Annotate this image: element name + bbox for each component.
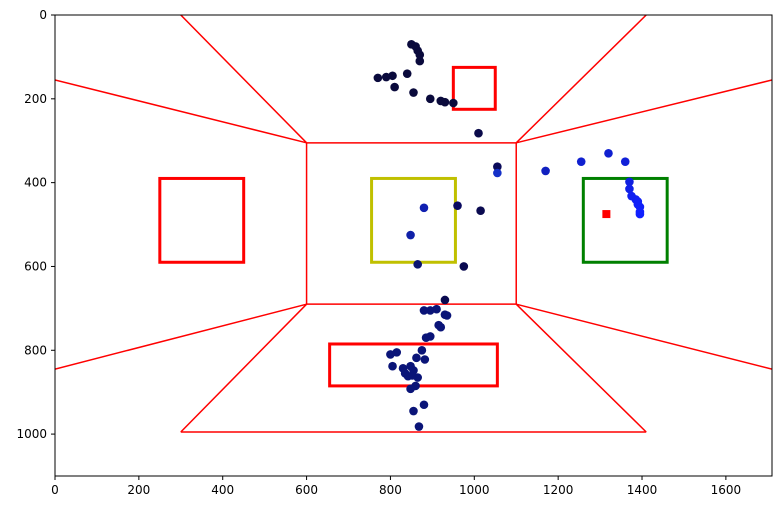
room-line	[516, 79, 772, 144]
scatter-point	[409, 88, 418, 97]
y-tick-label: 800	[24, 343, 47, 357]
scatter-point	[412, 353, 421, 363]
scatter-point	[419, 203, 429, 213]
scatter-point	[474, 128, 483, 138]
room-lines	[55, 15, 772, 433]
scatter-point	[373, 73, 383, 83]
plot-frame	[54, 14, 773, 477]
scatter-point	[419, 400, 429, 410]
y-axis: 0 200 400 600 800 1000	[16, 8, 55, 441]
scatter-point	[425, 94, 435, 104]
scatter-point	[419, 306, 429, 315]
x-tick-label: 1600	[711, 483, 742, 497]
scatter-point	[415, 50, 425, 60]
target-marker-group	[602, 210, 611, 219]
scatter-point	[440, 295, 450, 305]
scatter-point	[414, 422, 424, 431]
room-line	[55, 303, 307, 370]
scatter-point	[386, 350, 395, 359]
room-line	[515, 15, 647, 144]
scatter-point	[459, 262, 469, 271]
scatter-point	[415, 56, 425, 66]
x-tick-label: 1200	[543, 483, 574, 497]
scatter-point	[390, 82, 399, 92]
y-tick-label: 0	[39, 8, 47, 22]
y-tick-label: 600	[24, 259, 47, 273]
room-line	[515, 303, 647, 433]
scatter-point	[493, 168, 502, 178]
target-box	[451, 65, 497, 111]
scatter-point	[436, 322, 446, 332]
target-box	[370, 176, 457, 264]
scatter-point	[620, 157, 630, 166]
target-box	[581, 176, 669, 264]
scatter-point	[406, 384, 415, 394]
x-tick-label: 600	[295, 483, 318, 497]
scatter-point	[493, 162, 502, 172]
scatter-point	[635, 209, 645, 219]
scatter-point	[449, 98, 458, 108]
x-tick-label: 1000	[459, 483, 490, 497]
scatter-point	[541, 166, 550, 176]
y-tick-label: 1000	[16, 427, 47, 441]
scatter-point	[442, 311, 452, 320]
x-tick-label: 400	[211, 483, 234, 497]
scatter-point	[604, 149, 613, 158]
x-tick-label: 0	[51, 483, 59, 497]
room-line	[516, 303, 772, 370]
data-points	[373, 40, 645, 431]
x-tick-label: 1400	[627, 483, 658, 497]
room-line	[55, 79, 307, 144]
x-tick-label: 800	[379, 483, 402, 497]
room-line	[180, 303, 308, 433]
x-axis: 0 200 400 600 800 1000 1200 1400 1600	[51, 476, 741, 497]
scatter-point	[406, 230, 415, 240]
scatter-point	[576, 157, 586, 166]
scatter-point	[440, 97, 450, 107]
scatter-point	[402, 69, 412, 78]
scatter-point	[421, 333, 431, 343]
scatter-point	[633, 200, 643, 209]
scatter-point	[381, 72, 391, 82]
scatter-point	[413, 260, 422, 269]
y-tick-label: 200	[24, 92, 47, 106]
target-box	[158, 176, 246, 264]
scatter-point	[476, 206, 485, 216]
scatter-point	[420, 355, 430, 364]
y-tick-label: 400	[24, 176, 47, 190]
target-boxes	[158, 65, 669, 388]
scatter-point	[388, 361, 397, 371]
room-line	[180, 15, 308, 144]
scatter-point	[625, 177, 634, 187]
scatter-point	[417, 345, 427, 355]
x-tick-label: 200	[127, 483, 150, 497]
scatter-point	[432, 304, 441, 314]
scatter-point	[453, 201, 462, 210]
scatter-point	[409, 406, 418, 416]
scatter-point	[625, 184, 634, 194]
scatter-point	[413, 373, 422, 382]
target-marker	[602, 210, 611, 219]
